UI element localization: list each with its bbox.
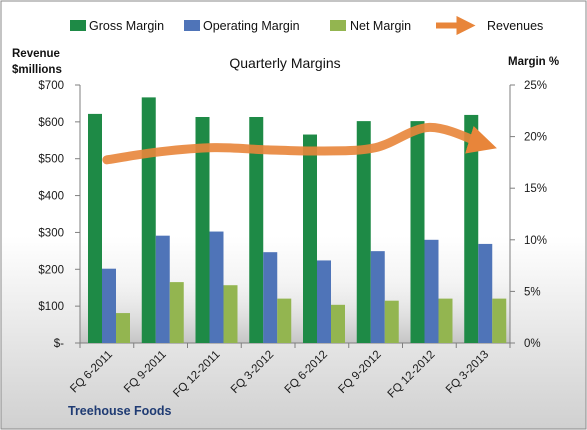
left-tick-label: $700 bbox=[38, 80, 64, 92]
bar-net-margin bbox=[223, 285, 238, 343]
bar-operating-margin bbox=[478, 243, 493, 343]
left-tick-label: $500 bbox=[38, 154, 64, 166]
left-tick-label: $600 bbox=[38, 117, 64, 129]
revenue-point bbox=[105, 158, 108, 161]
revenue-point bbox=[482, 142, 485, 145]
right-tick-label: 25% bbox=[524, 80, 547, 92]
legend-label-revenues: Revenues bbox=[487, 19, 543, 33]
chart-title: Quarterly Margins bbox=[229, 55, 340, 71]
right-tick-label: 10% bbox=[524, 235, 547, 247]
bar-operating-margin bbox=[424, 239, 439, 343]
revenue-point bbox=[213, 146, 216, 149]
legend-label-operating-margin: Operating Margin bbox=[203, 19, 300, 33]
legend-label-gross-margin: Gross Margin bbox=[89, 19, 164, 33]
bars bbox=[88, 97, 507, 344]
revenue-point bbox=[428, 126, 431, 129]
bar-net-margin bbox=[116, 313, 130, 343]
left-axis-title-line2: $millions bbox=[12, 64, 62, 76]
right-tick-label: 20% bbox=[524, 132, 547, 144]
bar-operating-margin bbox=[155, 235, 170, 343]
legend-swatch-gross-margin bbox=[70, 20, 86, 31]
legend-label-net-margin: Net Margin bbox=[350, 19, 411, 33]
bar-net-margin bbox=[277, 298, 292, 343]
left-tick-label: $300 bbox=[38, 227, 64, 239]
left-axis-ticks: $- $100 $200 $300 $400 $500 $600 $700 bbox=[38, 80, 64, 350]
right-axis-title: Margin % bbox=[508, 56, 559, 68]
legend: Gross Margin Operating Margin Net Margin… bbox=[70, 15, 543, 36]
footer-company-name: Treehouse Foods bbox=[68, 404, 172, 418]
bar-gross-margin bbox=[356, 121, 371, 344]
legend-swatch-net-margin bbox=[330, 20, 346, 31]
revenue-line bbox=[102, 122, 497, 165]
bar-gross-margin bbox=[195, 116, 210, 343]
left-tick-label: $100 bbox=[38, 301, 64, 313]
bar-gross-margin bbox=[249, 116, 264, 343]
bar-net-margin bbox=[492, 298, 507, 343]
revenue-point bbox=[374, 146, 377, 149]
revenue-point bbox=[267, 148, 270, 151]
bar-operating-margin bbox=[317, 260, 331, 343]
bar-gross-margin bbox=[88, 113, 102, 343]
bar-gross-margin bbox=[141, 97, 156, 343]
right-tick-label: 5% bbox=[524, 286, 541, 298]
bar-gross-margin bbox=[303, 134, 317, 343]
bar-operating-margin bbox=[209, 231, 224, 343]
left-tick-label: $200 bbox=[38, 264, 64, 276]
bar-operating-margin bbox=[370, 251, 385, 343]
right-tick-label: 0% bbox=[524, 338, 541, 350]
bar-operating-margin bbox=[263, 252, 278, 343]
bar-gross-margin bbox=[410, 121, 425, 344]
bar-net-margin bbox=[331, 304, 345, 343]
left-tick-label: $- bbox=[54, 338, 64, 350]
bar-net-margin bbox=[384, 300, 399, 343]
right-tick-label: 15% bbox=[524, 183, 547, 195]
revenue-line-group bbox=[102, 122, 497, 165]
bar-operating-margin bbox=[102, 268, 116, 343]
revenue-point bbox=[320, 149, 323, 152]
revenue-point bbox=[159, 150, 162, 153]
legend-swatch-operating-margin bbox=[184, 20, 200, 31]
left-axis-title-line1: Revenue bbox=[12, 48, 60, 60]
right-axis-ticks: 0% 5% 10% 15% 20% 25% bbox=[524, 80, 547, 350]
left-tick-label: $400 bbox=[38, 191, 64, 203]
bar-gross-margin bbox=[464, 114, 479, 343]
bar-net-margin bbox=[169, 282, 184, 343]
bar-net-margin bbox=[438, 298, 453, 343]
